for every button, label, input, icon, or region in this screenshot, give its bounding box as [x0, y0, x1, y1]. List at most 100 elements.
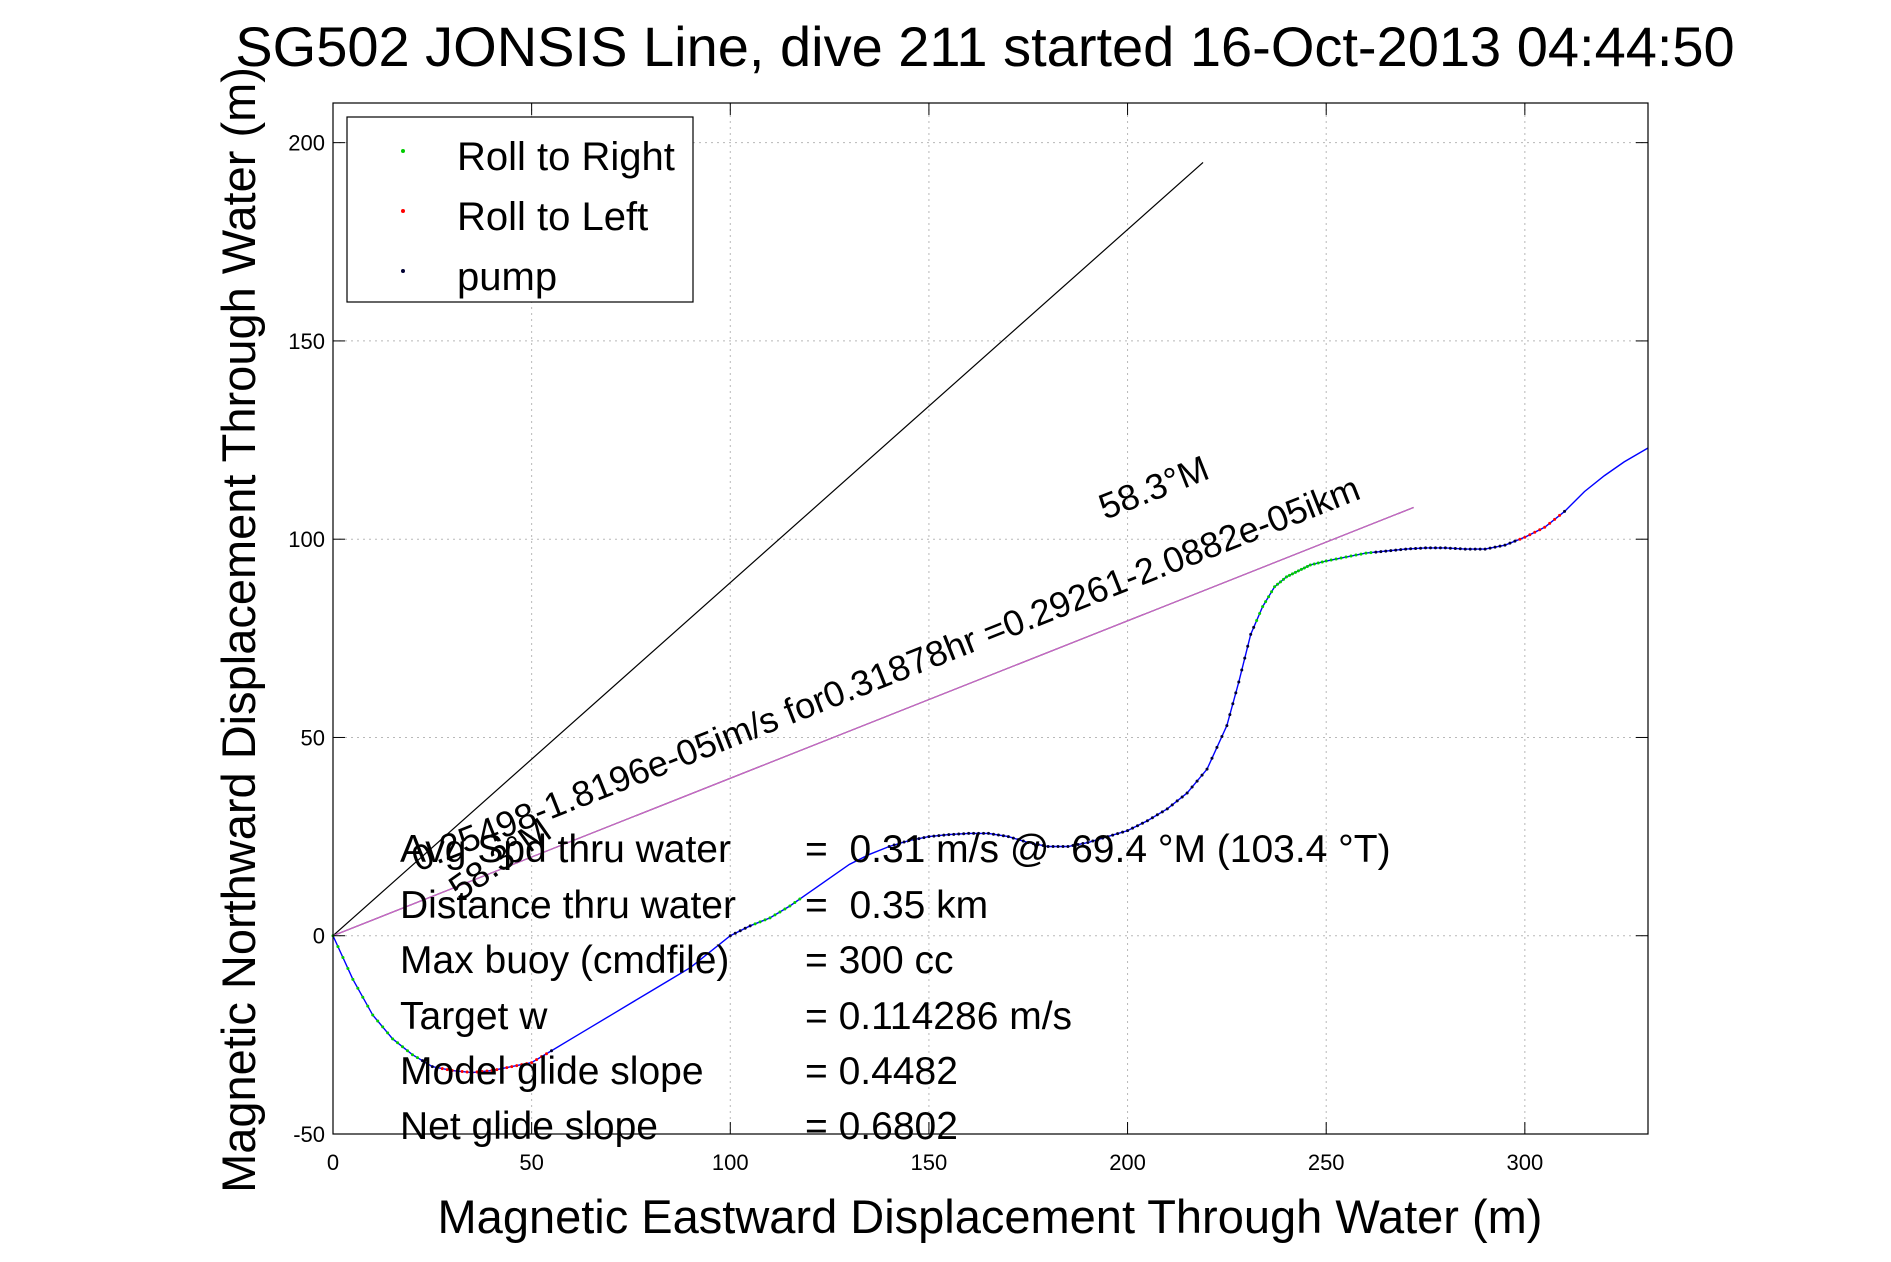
roll-right-marker — [1296, 569, 1300, 573]
pump-marker — [922, 836, 926, 840]
roll-left-marker — [440, 1067, 444, 1071]
pump-marker — [1121, 830, 1125, 834]
pump-marker — [1111, 833, 1115, 837]
pump-marker — [1036, 843, 1040, 847]
pump-marker — [1414, 547, 1418, 551]
roll-left-marker — [1533, 530, 1537, 534]
pump-marker — [1056, 845, 1060, 849]
roll-right-marker — [793, 901, 797, 905]
x-tick-label: 50 — [519, 1150, 543, 1175]
pump-marker — [1478, 547, 1482, 551]
pump-marker — [1091, 839, 1095, 843]
pump-marker — [1001, 834, 1005, 838]
roll-right-marker — [1364, 551, 1368, 555]
stat-value-net-glide: = 0.6802 — [805, 1105, 958, 1148]
pump-marker — [1041, 844, 1045, 848]
roll-right-marker — [1279, 580, 1283, 584]
roll-right-marker — [753, 922, 757, 926]
pump-marker — [1228, 713, 1232, 717]
roll-left-marker — [510, 1065, 514, 1069]
roll-left-marker — [450, 1069, 454, 1073]
pump-marker — [1006, 835, 1010, 839]
pump-marker — [1076, 843, 1080, 847]
stat-label-max-buoy: Max buoy (cmdfile) — [400, 939, 729, 982]
pump-marker — [1215, 745, 1219, 749]
roll-right-marker — [1312, 562, 1316, 566]
legend-label-roll-right: Roll to Right — [457, 135, 675, 179]
pump-marker — [1468, 547, 1472, 551]
pump-marker — [1011, 836, 1015, 840]
heading-line — [332, 506, 1414, 937]
x-tick-label: 200 — [1109, 1150, 1146, 1175]
pump-marker — [1016, 838, 1020, 842]
legend-marker-roll-right — [401, 149, 405, 153]
pump-marker — [1404, 547, 1408, 551]
pump-marker — [550, 1049, 554, 1053]
roll-right-marker — [763, 918, 767, 922]
roll-left-marker — [1553, 517, 1557, 521]
pump-marker — [912, 838, 916, 842]
x-tick-label: 250 — [1308, 1150, 1345, 1175]
stat-value-distance: = 0.35 km — [805, 884, 988, 927]
stat-label-model-glide: Model glide slope — [400, 1050, 704, 1093]
roll-left-marker — [490, 1069, 494, 1073]
pump-marker — [1384, 549, 1388, 553]
roll-left-marker — [495, 1068, 499, 1072]
roll-right-marker — [376, 1019, 380, 1023]
pump-marker — [1243, 656, 1247, 660]
pump-marker — [1246, 644, 1250, 648]
pump-marker — [1428, 546, 1432, 550]
pump-marker — [1394, 548, 1398, 552]
stat-label-distance: Distance thru water — [400, 884, 736, 927]
reference-line — [332, 162, 1204, 937]
pump-marker — [937, 834, 941, 838]
y-tick-label: -50 — [293, 1122, 325, 1147]
pump-marker — [942, 833, 946, 837]
roll-right-marker — [1299, 567, 1303, 571]
stat-value-target-w: = 0.114286 m/s — [805, 995, 1072, 1038]
roll-right-marker — [356, 986, 360, 990]
roll-right-marker — [1369, 551, 1373, 555]
roll-right-marker — [1344, 555, 1348, 559]
roll-right-marker — [341, 956, 345, 960]
roll-left-marker — [445, 1068, 449, 1072]
pump-marker — [1205, 767, 1209, 771]
pump-marker — [1225, 724, 1229, 728]
roll-left-marker — [465, 1070, 469, 1074]
pump-marker — [1165, 807, 1169, 811]
pump-marker — [1200, 773, 1204, 777]
pump-marker — [1140, 821, 1144, 825]
roll-right-marker — [1276, 582, 1280, 586]
roll-right-marker — [768, 916, 772, 920]
plot-frame — [332, 102, 1649, 1135]
pump-marker — [1106, 835, 1110, 839]
pump-marker — [952, 832, 956, 836]
pump-marker — [1419, 546, 1423, 550]
roll-right-marker — [366, 1004, 370, 1008]
roll-right-marker — [391, 1037, 395, 1041]
reference-lines — [332, 162, 1414, 937]
x-tick-label: 0 — [327, 1150, 339, 1175]
pump-marker — [728, 934, 732, 938]
x-axis-label: Magnetic Eastward Displacement Through W… — [438, 1190, 1543, 1243]
roll-left-marker — [435, 1066, 439, 1070]
pump-marker — [962, 832, 966, 836]
pump-marker — [917, 837, 921, 841]
track-layer — [331, 447, 1649, 1075]
pump-marker — [1081, 842, 1085, 846]
roll-left-marker — [525, 1062, 529, 1066]
pump-marker — [1145, 819, 1149, 823]
pump-marker — [1379, 550, 1383, 554]
pump-marker — [897, 842, 901, 846]
pump-marker — [1210, 756, 1214, 760]
pump-marker — [1116, 832, 1120, 836]
pump-marker — [748, 924, 752, 928]
roll-left-marker — [535, 1058, 539, 1062]
pump-marker — [947, 833, 951, 837]
roll-left-marker — [1548, 521, 1552, 525]
stat-value-model-glide: = 0.4482 — [805, 1050, 958, 1093]
roll-right-marker — [1287, 573, 1291, 577]
legend-label-pump: pump — [457, 255, 557, 299]
